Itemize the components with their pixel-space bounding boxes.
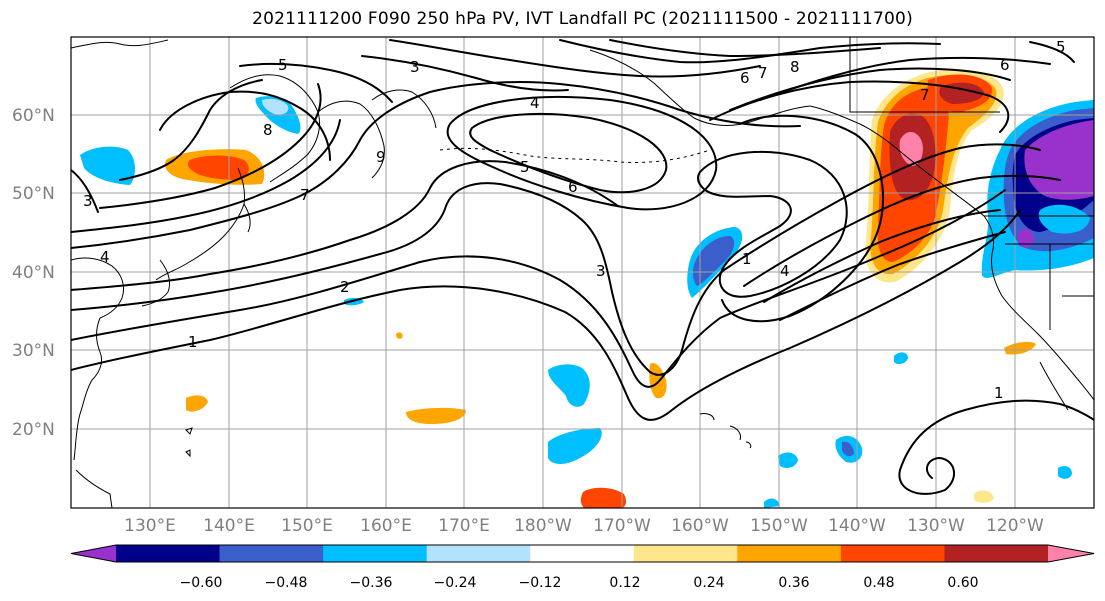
contour-label: 3 — [410, 58, 420, 76]
negative-anomaly-region — [894, 352, 908, 365]
colorbar-segment — [737, 545, 842, 562]
lat-tick-label: 30°N — [12, 341, 55, 361]
negative-anomaly-region — [1038, 204, 1090, 234]
positive-anomaly-region — [187, 155, 249, 180]
colorbar-extend-low — [71, 545, 116, 562]
contour-label: 4 — [530, 94, 540, 112]
colorbar-outline — [70, 544, 1095, 563]
lon-tick-label: 180°W — [514, 516, 572, 536]
negative-anomaly-region — [778, 452, 798, 468]
colorbar: −0.60 −0.48 −0.36 −0.24 −0.12 0.12 0.24 … — [70, 544, 1095, 591]
contour-label: 4 — [100, 248, 110, 266]
lat-tick-labels: 60°N 50°N 40°N 30°N 20°N — [12, 106, 55, 440]
negative-anomaly-region — [80, 146, 135, 185]
colorbar-tick-label: −0.12 — [519, 575, 562, 591]
colorbar-tick-label: −0.24 — [434, 575, 477, 591]
positive-anomaly-region — [396, 332, 403, 339]
colorbar-tick-label: 0.24 — [693, 575, 724, 591]
positive-anomaly-region — [186, 395, 208, 412]
lon-tick-label: 140°W — [828, 516, 886, 536]
negative-anomaly-region — [548, 428, 602, 464]
colorbar-tick-label: 0.36 — [778, 575, 809, 591]
negative-anomaly-region — [1058, 466, 1072, 479]
colorbar-segment — [219, 545, 324, 562]
negative-anomaly-region — [548, 364, 590, 407]
colorbar-tick-label: −0.36 — [350, 575, 393, 591]
lon-tick-label: 120°W — [986, 516, 1044, 536]
negative-anomaly-region — [842, 441, 854, 457]
contour-label: 5 — [1056, 38, 1066, 56]
lon-tick-label: 130°E — [124, 516, 176, 536]
lon-tick-label: 130°W — [907, 516, 965, 536]
lat-tick-label: 20°N — [12, 420, 55, 440]
coastlines — [71, 37, 1094, 508]
colorbar-segment — [116, 545, 221, 562]
lon-tick-label: 150°E — [281, 516, 333, 536]
colorbar-segment — [944, 545, 1049, 562]
positive-anomaly-region — [1004, 341, 1036, 355]
negative-anomaly-region — [764, 498, 780, 508]
contour-label: 1 — [742, 250, 752, 268]
colorbar-tick-label: −0.60 — [180, 575, 223, 591]
colorbar-extend-high — [1048, 545, 1094, 562]
negative-anomaly-region — [262, 98, 289, 115]
shaded-field — [80, 68, 1094, 508]
lon-tick-label: 170°W — [593, 516, 651, 536]
map-frame — [70, 36, 1095, 509]
lat-tick-label: 50°N — [12, 184, 55, 204]
colorbar-segment — [530, 545, 635, 562]
contour-label: 3 — [83, 192, 93, 210]
lon-tick-labels: 130°E 140°E 150°E 160°E 170°E 180°W 170°… — [124, 516, 1044, 536]
colorbar-tick-label: 0.60 — [947, 575, 978, 591]
lon-tick-label: 170°E — [438, 516, 490, 536]
colorbar-tick-label: 0.48 — [863, 575, 894, 591]
lon-tick-label: 160°E — [360, 516, 412, 536]
positive-anomaly-region — [899, 131, 923, 166]
colorbar-tick-labels: −0.60 −0.48 −0.36 −0.24 −0.12 0.12 0.24 … — [180, 575, 979, 591]
pv-contours — [71, 39, 1094, 495]
contour-label: 5 — [520, 158, 530, 176]
colorbar-segment — [323, 545, 428, 562]
positive-anomaly-region — [406, 407, 466, 424]
positive-anomaly-region — [580, 487, 627, 508]
contour-label: 2 — [340, 278, 350, 296]
lat-tick-label: 60°N — [12, 106, 55, 126]
contour-label: 8 — [263, 121, 273, 139]
contour-label: 1 — [994, 384, 1004, 402]
lon-tick-label: 140°E — [203, 516, 255, 536]
negative-anomaly-region — [1024, 120, 1094, 200]
colorbar-segments — [70, 544, 1095, 563]
contour-label: 5 — [278, 56, 288, 74]
positive-anomaly-region — [649, 362, 667, 399]
contour-label: 7 — [920, 86, 930, 104]
colorbar-segment — [840, 545, 945, 562]
colorbar-tick-label: −0.48 — [265, 575, 308, 591]
negative-anomaly-region — [1018, 229, 1034, 248]
contour-label: 4 — [780, 262, 790, 280]
contour-label: 7 — [758, 64, 768, 82]
positive-anomaly-region — [974, 490, 994, 503]
colorbar-segment — [426, 545, 531, 562]
colorbar-segment — [633, 545, 738, 562]
negative-anomaly-region — [692, 236, 735, 286]
contour-label: 9 — [376, 148, 386, 166]
contour-label: 6 — [740, 69, 750, 87]
map-title: 2021111200 F090 250 hPa PV, IVT Landfall… — [252, 9, 913, 29]
contour-label: 1 — [188, 333, 198, 351]
contour-label: 6 — [1000, 56, 1010, 74]
lon-tick-label: 160°W — [671, 516, 729, 536]
lon-tick-label: 150°W — [750, 516, 808, 536]
contour-label: 7 — [300, 186, 310, 204]
contour-labels: 5 3 7 6 8 4 8 9 7 3 4 5 6 2 1 3 1 4 7 6 … — [83, 38, 1066, 402]
lat-tick-label: 40°N — [12, 263, 55, 283]
contour-label: 6 — [568, 178, 578, 196]
contour-label: 3 — [596, 262, 606, 280]
contour-label: 8 — [790, 58, 800, 76]
colorbar-tick-label: 0.12 — [609, 575, 640, 591]
